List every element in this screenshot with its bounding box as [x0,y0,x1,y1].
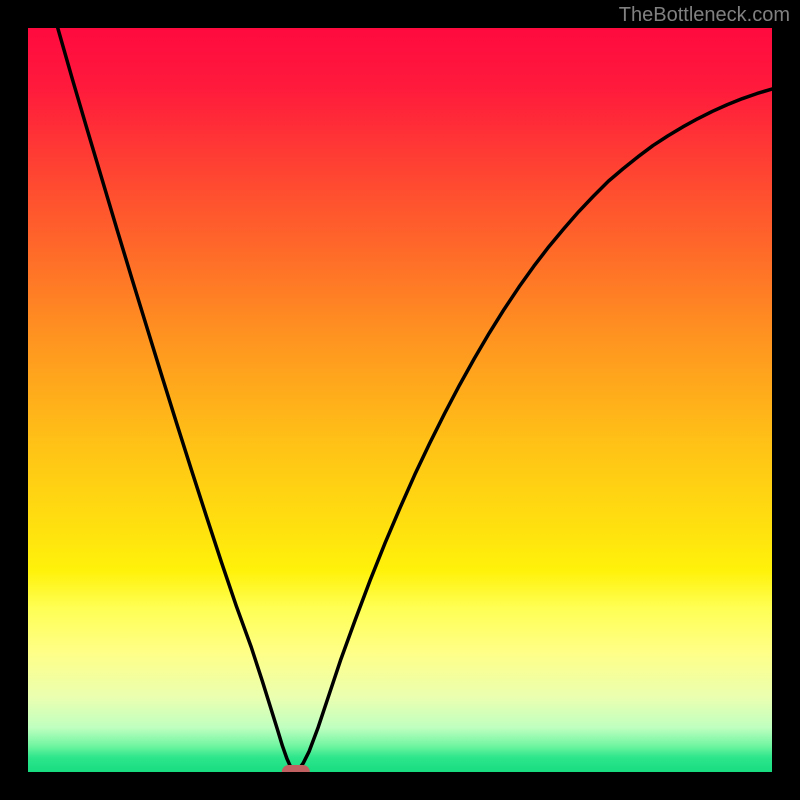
watermark-text: TheBottleneck.com [619,4,790,27]
gradient-background [28,28,772,772]
plot-area [28,28,772,772]
